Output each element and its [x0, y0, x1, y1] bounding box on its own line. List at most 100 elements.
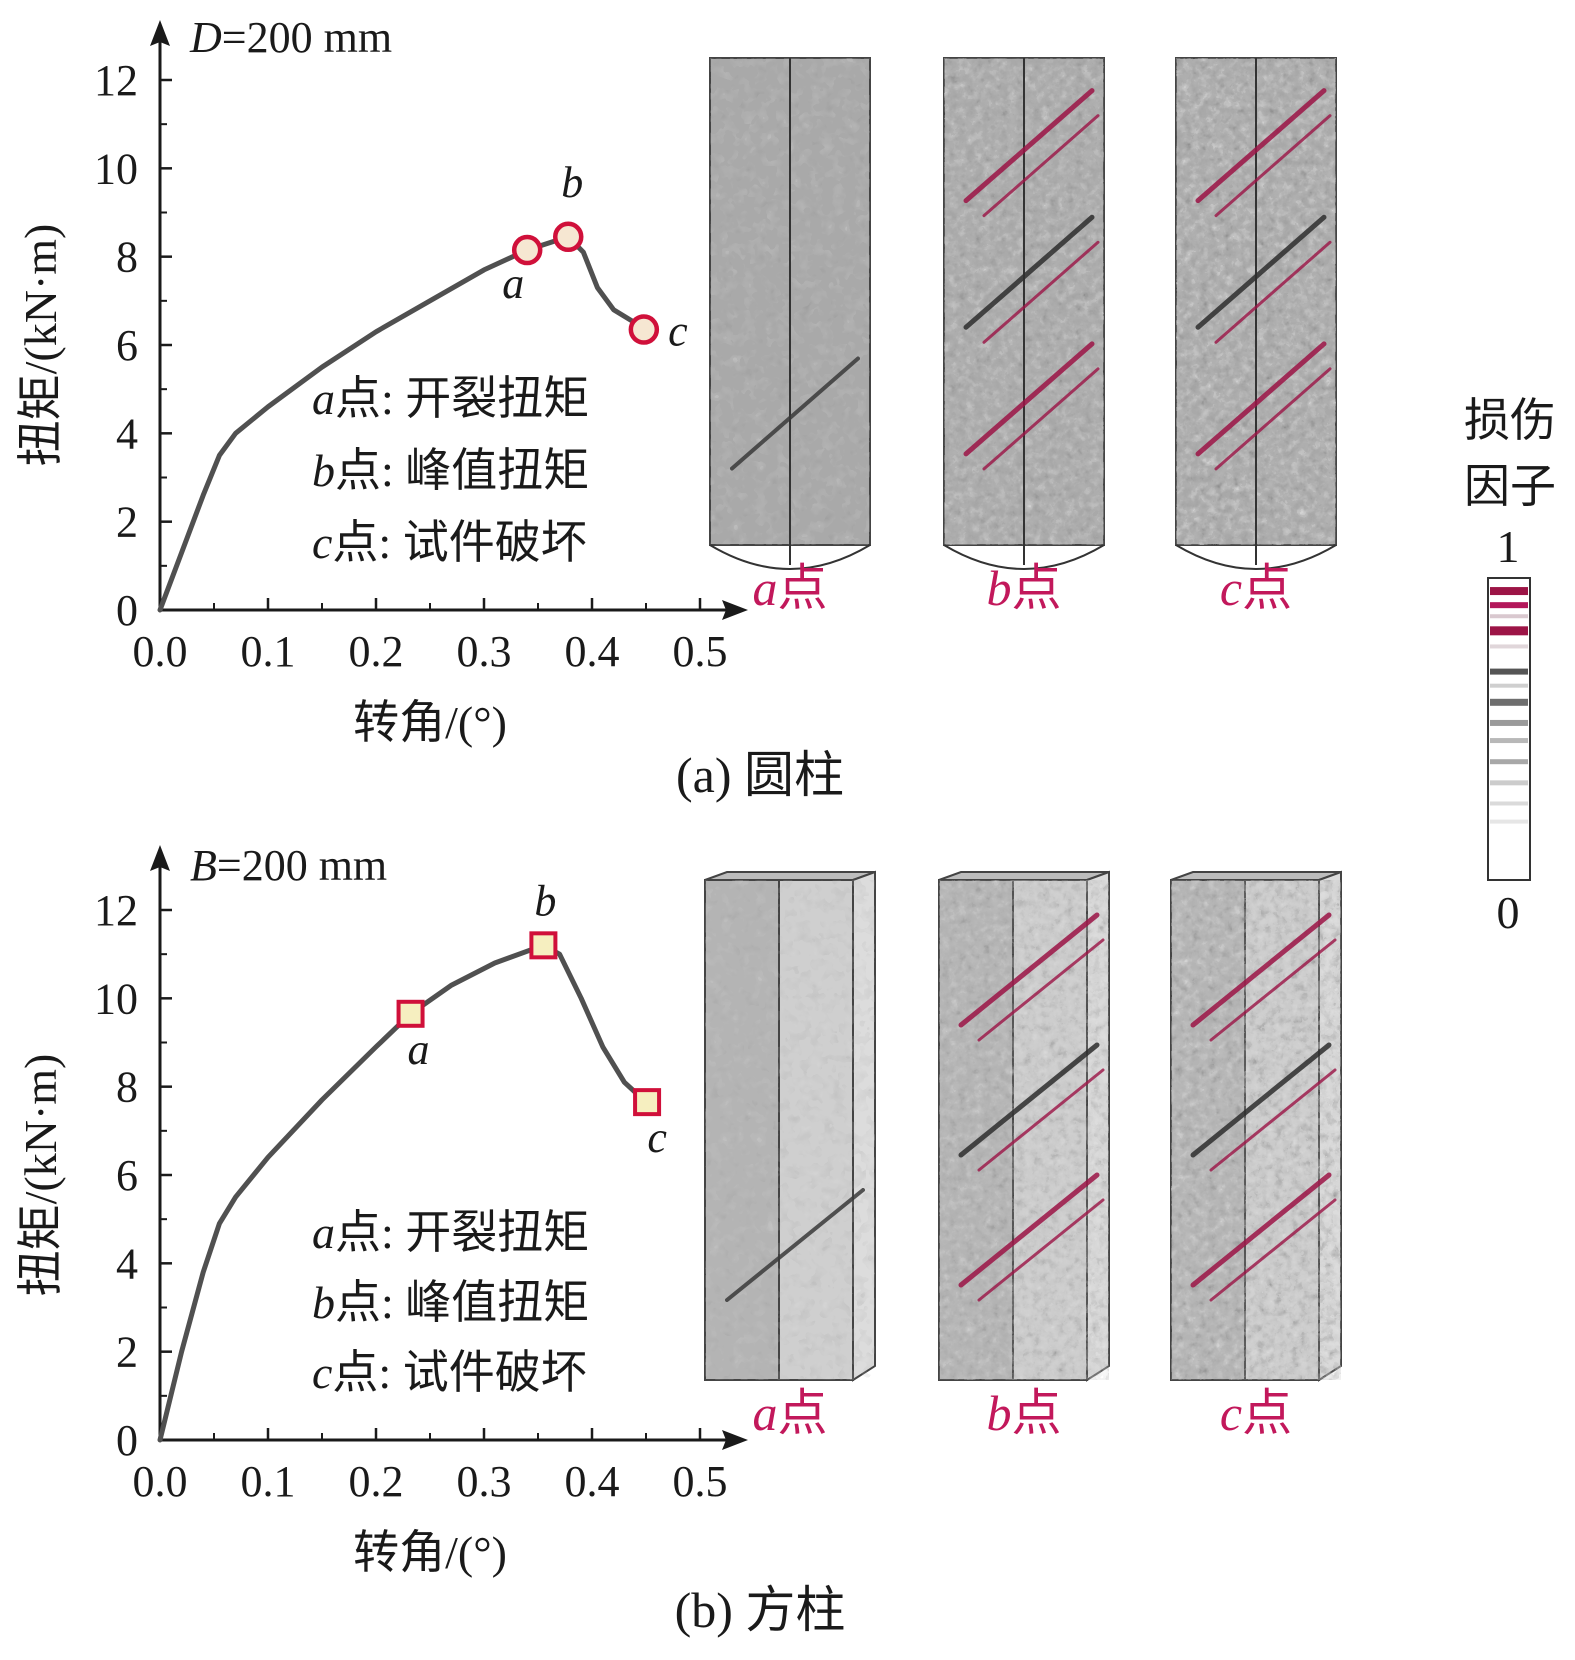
crack-line [1214, 240, 1332, 344]
panel-caption: (b) 方柱 [675, 1582, 846, 1638]
legend-line-c: c点: 试件破坏 [312, 1347, 587, 1398]
crack-line [977, 938, 1105, 1042]
chart-panel-b: 0.0 0.1 0.2 0.3 0.4 0.5 0 2 4 6 8 10 12 转角/(°) 扭矩/(kN·… [15, 841, 1342, 1638]
crack-line [1190, 1172, 1332, 1288]
crack-line [730, 356, 860, 471]
colorbar-band [1490, 819, 1528, 824]
y-axis-title: 扭矩/(kN·m) [15, 1054, 66, 1297]
point-marker-a [396, 999, 425, 1028]
colorbar-title-line1: 损伤 [1464, 395, 1556, 446]
crack-line [982, 367, 1100, 471]
colorbar-band [1490, 644, 1528, 649]
crack-line [977, 1068, 1105, 1172]
y-tick-label: 10 [94, 144, 138, 193]
colorbar-band [1490, 626, 1528, 636]
point-marker-b [529, 931, 558, 960]
x-tick-label: 0.2 [349, 627, 404, 676]
point-label-c: c [668, 307, 688, 356]
point-label-a: a [408, 1025, 430, 1074]
y-tick-label: 0 [116, 586, 138, 635]
simulation-label-a: a点 [753, 1385, 828, 1441]
column-top [704, 871, 876, 881]
x-tick-label: 0.0 [133, 627, 188, 676]
crack-line [1195, 214, 1327, 330]
point-label-b: b [561, 158, 583, 207]
simulation-c: c点 [1170, 870, 1342, 1441]
chart-panel-a: 0.0 0.1 0.2 0.3 0.4 0.5 0 2 4 6 8 10 12 转角/(°) 扭矩/(kN·… [15, 13, 1337, 803]
crack-line [725, 1188, 865, 1302]
point-marker-c [633, 1088, 662, 1117]
y-tick-label: 12 [94, 886, 138, 935]
y-tick-label: 0 [116, 1416, 138, 1465]
crack-line [963, 341, 1095, 457]
legend-line-b: b点: 峰值扭矩 [312, 445, 589, 496]
y-axis-arrow [150, 845, 170, 871]
y-tick-label: 4 [116, 409, 138, 458]
point-label-c: c [647, 1113, 667, 1162]
simulation-label-b: b点 [987, 1385, 1062, 1441]
x-tick-label: 0.5 [673, 1457, 728, 1506]
colorbar-band [1490, 801, 1528, 806]
base-ellipse [709, 544, 871, 570]
damage-texture [705, 880, 875, 1380]
x-tick-label: 0.4 [565, 627, 620, 676]
x-tick-label: 0.4 [565, 1457, 620, 1506]
x-tick-label: 0.1 [241, 627, 296, 676]
crack-line [1190, 912, 1332, 1028]
colorbar-band [1490, 683, 1528, 688]
y-tick-label: 6 [116, 321, 138, 370]
simulation-b: b点 [938, 870, 1110, 1441]
legend-line-b: b点: 峰值扭矩 [312, 1277, 589, 1328]
simulation-label-c: c点 [1220, 560, 1292, 616]
legend-line-a: a点: 开裂扭矩 [312, 1207, 589, 1258]
x-axis-title: 转角/(°) [353, 697, 507, 748]
x-tick-label: 0.5 [673, 627, 728, 676]
y-tick-label: 10 [94, 974, 138, 1023]
simulation-label-a: a点 [753, 560, 828, 616]
x-tick-label: 0.0 [133, 1457, 188, 1506]
y-tick-label: 8 [116, 1063, 138, 1112]
colorbar-min-label: 0 [1497, 887, 1520, 938]
dimension-label: D=200 mm [189, 13, 392, 62]
crack-line [1195, 88, 1327, 204]
x-axis-arrow [722, 600, 748, 620]
base-ellipse [943, 544, 1105, 570]
damage-texture [939, 880, 1109, 1380]
crack-line [1190, 1042, 1332, 1158]
colorbar-band [1490, 698, 1528, 706]
simulation-label-b: b点 [987, 560, 1062, 616]
panel-caption: (a) 圆柱 [676, 747, 844, 803]
simulation-b: b点 [943, 57, 1105, 616]
dimension-label: B=200 mm [190, 841, 387, 890]
crack-line [1209, 1198, 1337, 1302]
point-label-b: b [534, 876, 556, 925]
colorbar-frame [1487, 577, 1531, 881]
crack-line [982, 114, 1100, 218]
colorbar-title-line2: 因子 [1464, 461, 1556, 512]
x-axis-title: 转角/(°) [353, 1527, 507, 1578]
x-tick-label: 0.3 [457, 1457, 512, 1506]
y-tick-label: 4 [116, 1239, 138, 1288]
colorbar-band [1490, 587, 1528, 596]
point-label-a: a [502, 259, 524, 308]
column-top [938, 871, 1110, 881]
x-tick-label: 0.3 [457, 627, 512, 676]
colorbar-band [1490, 738, 1528, 744]
y-tick-label: 2 [116, 498, 138, 547]
crack-line [963, 88, 1095, 204]
crack-line [963, 214, 1095, 330]
simulation-c: c点 [1175, 57, 1337, 616]
crack-line [1209, 1068, 1337, 1172]
y-axis-title: 扭矩/(kN·m) [15, 224, 66, 467]
point-marker-a [511, 234, 543, 266]
colorbar-band [1490, 668, 1528, 675]
crack-line [958, 1042, 1100, 1158]
colorbar-band [1490, 759, 1528, 765]
legend-line-a: a点: 开裂扭矩 [312, 373, 589, 424]
x-axis-arrow [722, 1430, 748, 1450]
x-tick-label: 0.2 [349, 1457, 404, 1506]
crack-line [1214, 114, 1332, 218]
y-tick-label: 12 [94, 56, 138, 105]
simulation-label-c: c点 [1220, 1385, 1292, 1441]
